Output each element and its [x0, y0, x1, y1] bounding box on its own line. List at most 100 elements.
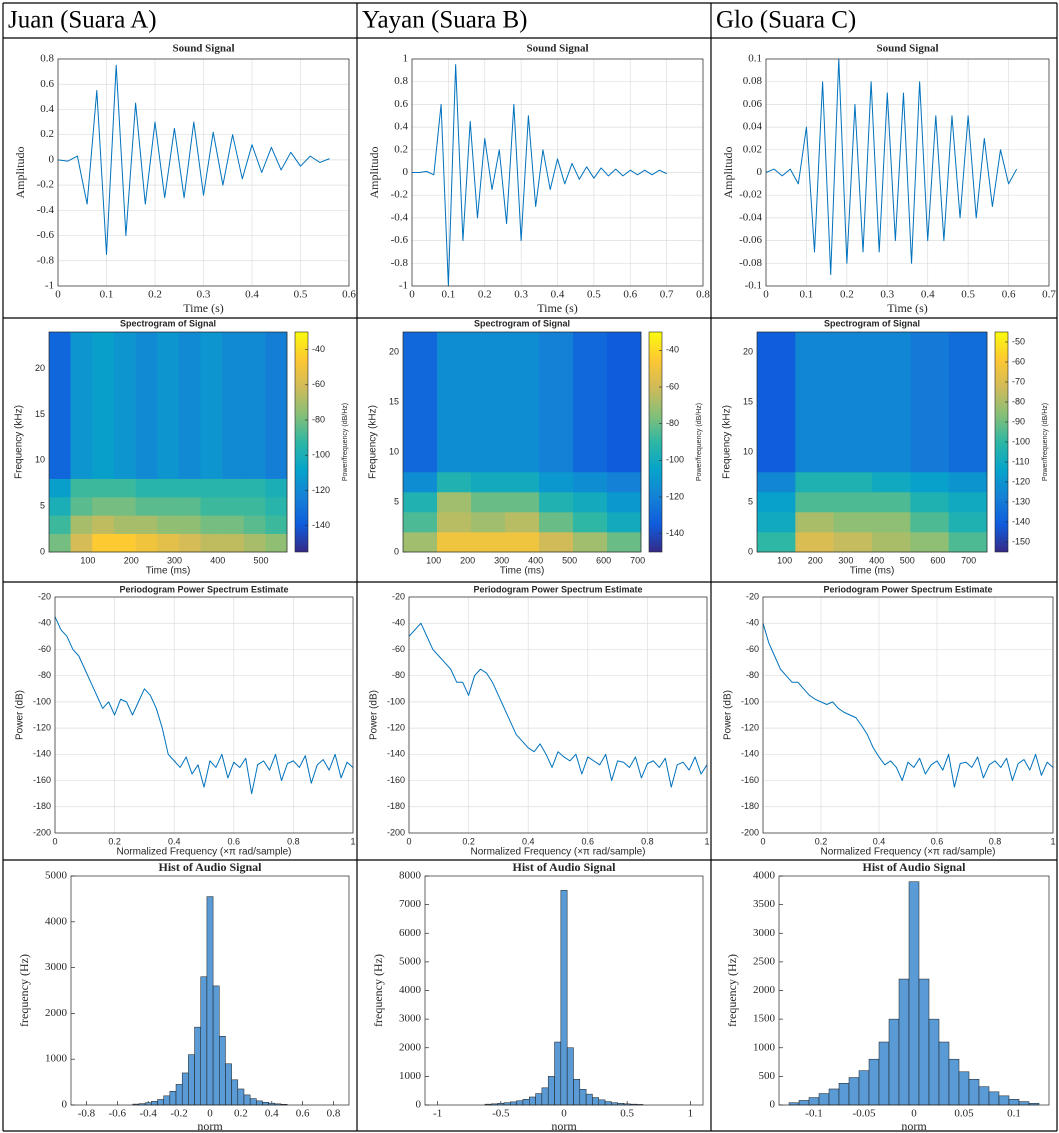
y-tick-label: 1500 — [753, 1013, 776, 1025]
y-tick-label: 15 — [743, 396, 753, 406]
y-tick-label: -100 — [741, 696, 759, 706]
chart-title: Periodogram Power Spectrum Estimate — [119, 584, 288, 594]
signal-line — [765, 58, 1018, 276]
x-tick-label: 0.1 — [442, 289, 456, 301]
plot-frame — [402, 331, 642, 553]
y-tick-label: 0.02 — [743, 143, 762, 155]
y-tick-label: -60 — [392, 644, 405, 654]
hist-bar — [249, 1098, 257, 1106]
x-tick-label: 0.4 — [921, 289, 935, 301]
y-axis-label: frequency (Hz) — [725, 954, 739, 1027]
chart-title: Hist of Audio Signal — [512, 860, 616, 874]
y-tick-label: 0.1 — [748, 53, 762, 65]
x-tick-label: 100 — [426, 555, 441, 565]
heat-cell — [948, 472, 988, 493]
heat-cell — [49, 515, 71, 534]
hist-bar — [157, 1099, 164, 1106]
y-tick-label: 15 — [35, 409, 45, 419]
hist-bar — [818, 1093, 830, 1106]
x-tick-label: 200 — [808, 555, 823, 565]
hist-bar — [958, 1071, 970, 1106]
signal-line — [408, 622, 708, 788]
heat-cell — [471, 472, 506, 493]
signal-line — [57, 64, 330, 255]
heat-cell — [157, 332, 180, 479]
colorbar-tick-label: -120 — [666, 491, 684, 501]
colorbar-tick-label: -100 — [312, 450, 330, 460]
y-tick-label: -180 — [387, 801, 405, 811]
x-tick-label: 0.4 — [551, 289, 565, 301]
heat-cell — [872, 332, 911, 473]
plot-frame — [424, 875, 704, 1106]
x-tick-label: 0 — [55, 289, 61, 301]
chart-title: Spectrogram of Signal — [120, 318, 216, 328]
x-tick-label: 0.5 — [294, 289, 308, 301]
x-tick-label: 0 — [409, 289, 415, 301]
y-tick-label: -0.06 — [739, 234, 762, 246]
y-tick-label: 5 — [40, 501, 45, 511]
colorbar-tick-label: -110 — [1012, 456, 1029, 466]
hist-bar — [554, 1041, 562, 1106]
hist-bar — [604, 1101, 612, 1106]
x-tick-label: 0.3 — [197, 289, 211, 301]
y-tick-label: -40 — [38, 618, 51, 628]
heat-cell — [92, 497, 115, 516]
hist-bar — [868, 1058, 880, 1106]
heat-cell — [265, 332, 288, 479]
y-tick-label: -180 — [33, 801, 51, 811]
x-tick-label: 0.4 — [168, 836, 181, 846]
x-tick-label: 0.2 — [108, 836, 121, 846]
x-axis-label: Normalized Frequency (×π rad/sample) — [470, 847, 645, 858]
heat-cell — [265, 515, 288, 534]
heat-cell — [471, 332, 506, 473]
y-tick-label: 5 — [394, 496, 399, 506]
y-tick-label: -0.1 — [745, 280, 762, 292]
heat-cell — [200, 332, 223, 479]
heat-cell — [471, 532, 506, 553]
x-tick-label: 0.6 — [931, 836, 944, 846]
x-tick-label: 0.5 — [587, 289, 601, 301]
x-tick-label: -0.5 — [492, 1108, 510, 1120]
heat-cell — [135, 515, 158, 534]
heat-cell — [833, 492, 873, 513]
y-tick-label: 2000 — [753, 984, 776, 996]
x-tick-label: 300 — [494, 555, 509, 565]
y-tick-label: -180 — [741, 801, 759, 811]
chart: -0.8 -0.6 -0.4 -0.2 0 0.2 0.4 0.6 0.8 0 1000 2000 30… — [17, 860, 350, 1133]
hist-bar — [848, 1077, 860, 1106]
y-tick-label: -200 — [741, 827, 759, 837]
x-axis-label: Time (s) — [537, 301, 578, 315]
x-tick-label: 0.7 — [1042, 289, 1056, 301]
x-tick-label: 0.2 — [478, 289, 492, 301]
heat-cell — [910, 472, 949, 493]
signal-line — [54, 616, 354, 795]
hist-bar — [181, 1072, 189, 1106]
heat-cell — [607, 472, 642, 493]
chart: 100 200 300 400 500 0 5 10 15 20 -40 -60 -80 -100 -120… — [14, 318, 349, 576]
colorbar-tick-label: -40 — [312, 344, 325, 354]
x-tick-label: 500 — [900, 555, 915, 565]
heat-cell — [243, 478, 266, 498]
hist-bar — [978, 1086, 990, 1106]
hist-bar — [566, 1047, 574, 1106]
hist-bar — [1008, 1099, 1020, 1106]
plot-frame — [765, 58, 1050, 287]
y-tick-label: 1000 — [753, 1041, 776, 1053]
heat-cell — [157, 497, 180, 516]
x-axis-label: Time (ms) — [850, 566, 895, 577]
heat-cell — [70, 515, 93, 534]
hist-bar — [225, 1063, 232, 1106]
y-tick-label: 3000 — [753, 927, 776, 939]
heat-cell — [157, 478, 180, 498]
x-tick-label: 0 — [406, 836, 411, 846]
heat-cell — [437, 472, 472, 493]
heat-cell — [243, 533, 266, 553]
heat-cell — [948, 492, 988, 513]
heat-cell — [49, 332, 71, 479]
y-axis-label: frequency (Hz) — [371, 954, 385, 1027]
y-tick-label: -200 — [33, 827, 51, 837]
y-axis-label: Frequency (kHz) — [368, 405, 379, 479]
hist-bar — [948, 1058, 960, 1106]
column-header: Juan (Suara A) — [8, 7, 157, 34]
plot-frame — [70, 875, 350, 1106]
